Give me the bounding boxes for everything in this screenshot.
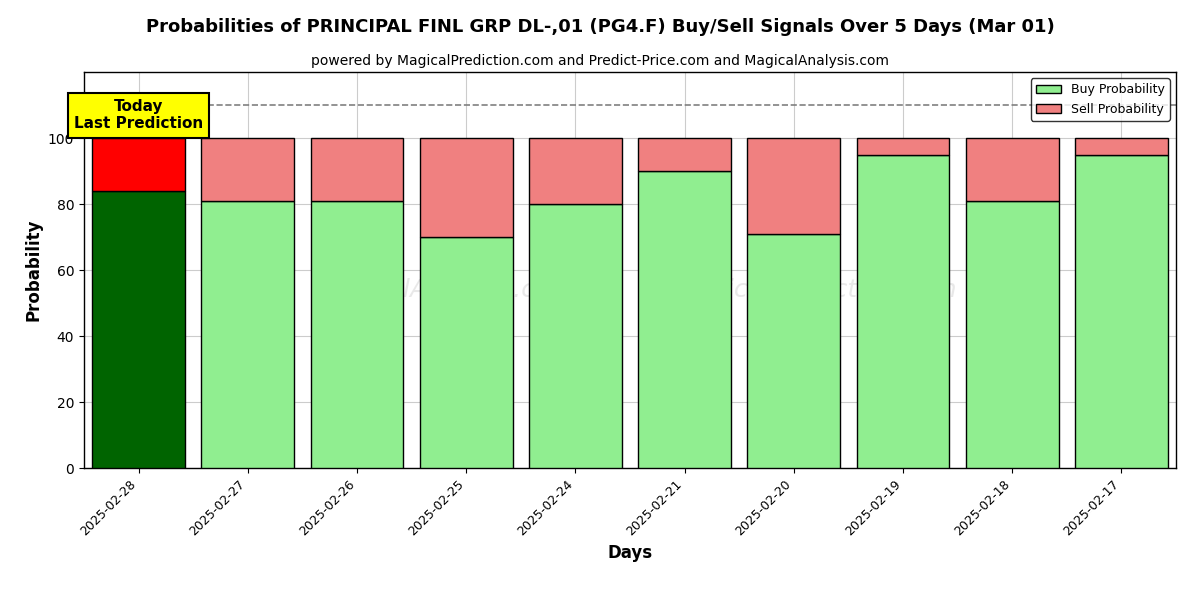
Bar xyxy=(202,138,294,200)
Bar xyxy=(638,138,731,171)
Bar xyxy=(857,138,949,154)
X-axis label: Days: Days xyxy=(607,544,653,562)
Bar xyxy=(202,200,294,468)
Legend: Buy Probability, Sell Probability: Buy Probability, Sell Probability xyxy=(1031,78,1170,121)
Bar xyxy=(92,191,185,468)
Bar xyxy=(311,138,403,200)
Bar xyxy=(529,204,622,468)
Bar xyxy=(529,138,622,204)
Bar xyxy=(92,138,185,191)
Bar xyxy=(420,237,512,468)
Bar xyxy=(748,234,840,468)
Bar xyxy=(420,138,512,237)
Y-axis label: Probability: Probability xyxy=(24,219,42,321)
Bar xyxy=(638,171,731,468)
Text: Today
Last Prediction: Today Last Prediction xyxy=(74,99,203,131)
Text: Probabilities of PRINCIPAL FINL GRP DL-,01 (PG4.F) Buy/Sell Signals Over 5 Days : Probabilities of PRINCIPAL FINL GRP DL-,… xyxy=(145,18,1055,36)
Text: MagicalAnalysis.com: MagicalAnalysis.com xyxy=(314,278,575,302)
Bar xyxy=(966,200,1058,468)
Bar xyxy=(1075,154,1168,468)
Bar xyxy=(311,200,403,468)
Bar xyxy=(966,138,1058,200)
Bar xyxy=(748,138,840,234)
Text: powered by MagicalPrediction.com and Predict-Price.com and MagicalAnalysis.com: powered by MagicalPrediction.com and Pre… xyxy=(311,54,889,68)
Text: MagicalPrediction.com: MagicalPrediction.com xyxy=(674,278,956,302)
Bar xyxy=(1075,138,1168,154)
Bar xyxy=(857,154,949,468)
